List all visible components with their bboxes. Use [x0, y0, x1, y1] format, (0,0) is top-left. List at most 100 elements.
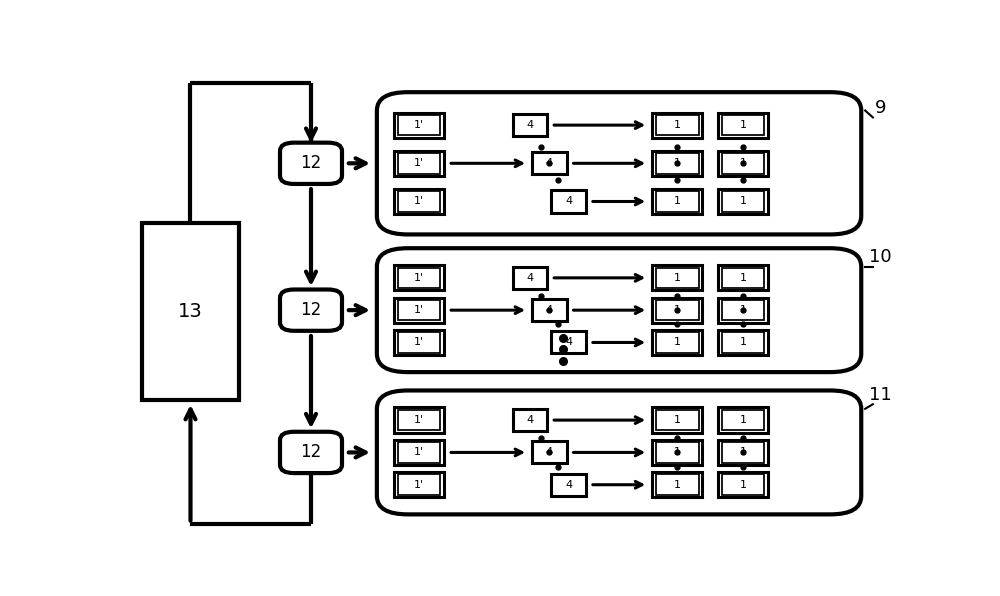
Bar [652, 265, 702, 290]
Bar [722, 153, 764, 173]
Bar [394, 189, 444, 214]
Bar [394, 472, 444, 497]
Text: 1': 1' [414, 415, 424, 425]
Bar [551, 191, 586, 213]
Text: 11: 11 [869, 386, 892, 404]
Text: 12: 12 [300, 443, 322, 461]
Bar [394, 408, 444, 433]
Text: 4: 4 [565, 337, 572, 347]
Bar [652, 408, 702, 433]
Text: 1: 1 [740, 305, 747, 315]
Text: 1: 1 [674, 305, 681, 315]
Text: 1: 1 [674, 273, 681, 283]
Bar [394, 113, 444, 138]
Bar [652, 151, 702, 176]
Text: 4: 4 [565, 480, 572, 490]
FancyBboxPatch shape [280, 142, 342, 184]
FancyBboxPatch shape [280, 290, 342, 331]
Bar [398, 268, 440, 288]
Bar [718, 297, 768, 323]
Bar [718, 151, 768, 176]
Text: 12: 12 [300, 154, 322, 172]
Bar [656, 115, 698, 135]
Text: 1: 1 [740, 273, 747, 283]
Text: 1': 1' [414, 337, 424, 347]
Bar [512, 267, 547, 289]
Bar [398, 153, 440, 173]
Bar [656, 153, 698, 173]
Text: 4: 4 [565, 197, 572, 206]
Bar [398, 410, 440, 430]
Bar [718, 265, 768, 290]
Text: 1: 1 [740, 448, 747, 457]
Bar [142, 223, 239, 400]
Bar [398, 332, 440, 353]
Bar [394, 330, 444, 355]
Bar [656, 191, 698, 212]
Bar [722, 268, 764, 288]
Bar [722, 115, 764, 135]
Bar [398, 442, 440, 462]
Text: 1: 1 [740, 415, 747, 425]
Bar [722, 442, 764, 462]
FancyBboxPatch shape [280, 432, 342, 473]
Text: 1': 1' [414, 448, 424, 457]
Bar [532, 299, 567, 321]
Text: 1: 1 [674, 480, 681, 490]
Text: 1: 1 [740, 120, 747, 130]
Text: 4: 4 [546, 448, 553, 457]
Text: 1': 1' [414, 480, 424, 490]
Bar [722, 191, 764, 212]
Bar [398, 474, 440, 495]
Text: 1': 1' [414, 305, 424, 315]
FancyBboxPatch shape [377, 92, 861, 234]
Bar [652, 472, 702, 497]
Bar [718, 472, 768, 497]
Bar [394, 440, 444, 465]
Bar [656, 474, 698, 495]
FancyBboxPatch shape [377, 248, 861, 372]
Text: 4: 4 [546, 159, 553, 168]
Text: 1: 1 [674, 120, 681, 130]
Bar [656, 442, 698, 462]
Text: 1': 1' [414, 197, 424, 206]
Text: 1': 1' [414, 120, 424, 130]
Bar [656, 268, 698, 288]
Text: 1: 1 [674, 197, 681, 206]
Bar [551, 474, 586, 496]
Bar [718, 189, 768, 214]
Text: 10: 10 [869, 249, 892, 266]
Bar [398, 115, 440, 135]
Bar [398, 191, 440, 212]
Text: 1: 1 [674, 415, 681, 425]
Text: 1: 1 [740, 197, 747, 206]
Bar [532, 153, 567, 174]
Bar [718, 113, 768, 138]
Bar [722, 410, 764, 430]
Text: 1: 1 [674, 159, 681, 168]
Bar [722, 332, 764, 353]
Bar [394, 265, 444, 290]
Text: 4: 4 [526, 273, 534, 283]
Bar [652, 330, 702, 355]
Bar [394, 297, 444, 323]
Text: 9: 9 [875, 99, 886, 117]
Bar [718, 330, 768, 355]
Bar [532, 442, 567, 464]
FancyBboxPatch shape [377, 390, 861, 514]
Bar [652, 297, 702, 323]
Text: 4: 4 [526, 415, 534, 425]
Text: 4: 4 [526, 120, 534, 130]
Text: 1: 1 [674, 337, 681, 347]
Bar [656, 300, 698, 321]
Text: 1: 1 [740, 337, 747, 347]
Bar [551, 331, 586, 353]
Text: 4: 4 [546, 305, 553, 315]
Bar [656, 410, 698, 430]
Bar [722, 300, 764, 321]
Bar [512, 114, 547, 136]
Text: 1': 1' [414, 273, 424, 283]
Text: 1: 1 [674, 448, 681, 457]
Text: 1: 1 [740, 159, 747, 168]
Bar [394, 151, 444, 176]
